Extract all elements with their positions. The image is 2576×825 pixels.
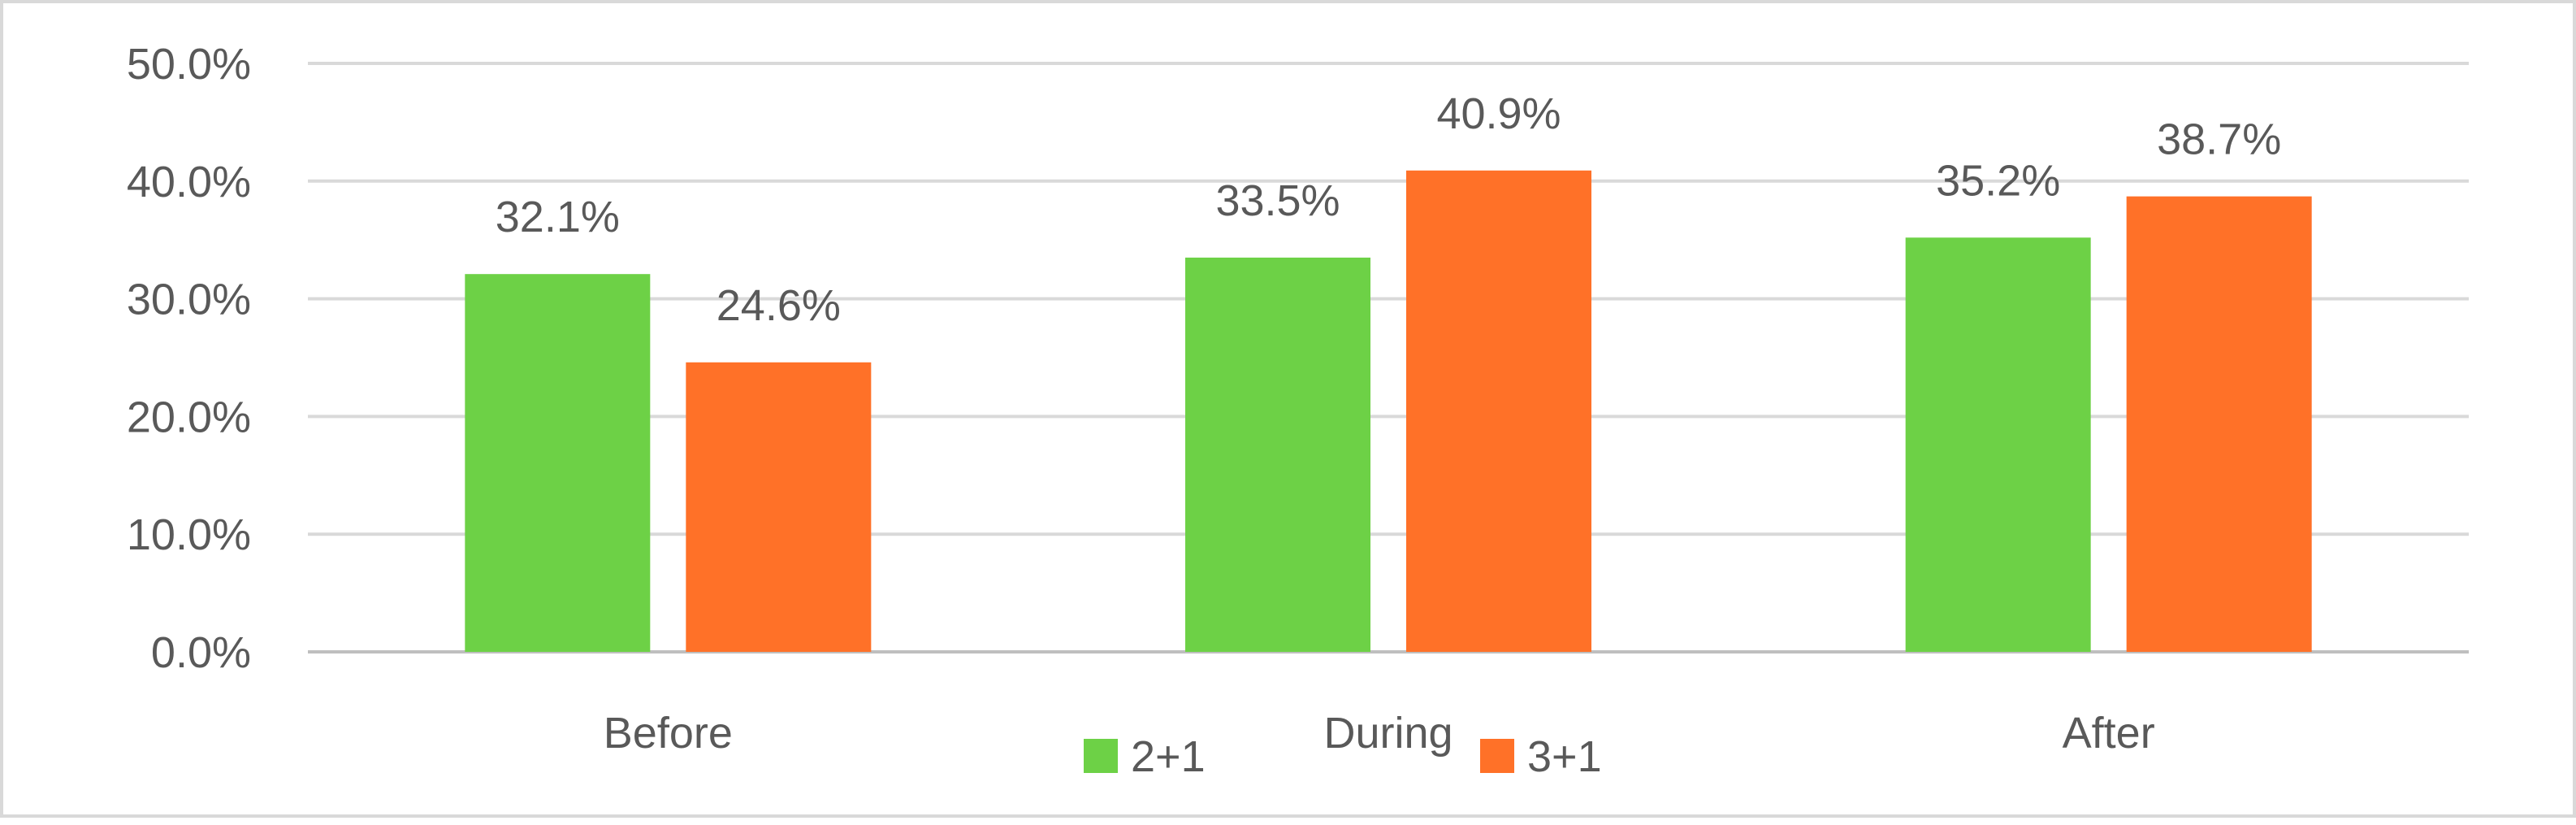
- y-axis-tick-labels: 0.0% 10.0% 20.0% 30.0% 40.0% 50.0%: [127, 40, 251, 677]
- x-tick-label: During: [1323, 709, 1453, 758]
- data-label: 38.7%: [2157, 115, 2281, 164]
- legend: 2+1 3+1: [1084, 732, 1602, 781]
- bar-chart: 0.0% 10.0% 20.0% 30.0% 40.0% 50.0% 32.1% 24.6%…: [127, 40, 2469, 781]
- bar-3plus1-before: [686, 362, 872, 652]
- x-tick-label: Before: [604, 709, 733, 758]
- data-label: 33.5%: [1215, 176, 1340, 225]
- data-label: 35.2%: [1936, 156, 2060, 205]
- data-labels: 32.1% 24.6% 33.5% 40.9% 35.2% 38.7%: [496, 89, 2281, 330]
- gridlines: [308, 62, 2469, 653]
- bar-2plus1-after: [1905, 237, 2091, 652]
- bar-2plus1-before: [465, 274, 651, 652]
- bar-3plus1-during: [1406, 170, 1591, 652]
- y-tick-label: 50.0%: [127, 40, 251, 89]
- legend-label: 2+1: [1131, 732, 1206, 781]
- data-label: 24.6%: [717, 281, 841, 330]
- y-tick-label: 20.0%: [127, 393, 251, 441]
- bars: [465, 170, 2312, 652]
- x-tick-label: After: [2063, 709, 2155, 758]
- bar-3plus1-after: [2126, 196, 2312, 652]
- y-tick-label: 10.0%: [127, 510, 251, 559]
- legend-swatch: [1084, 739, 1118, 773]
- y-tick-label: 40.0%: [127, 158, 251, 206]
- y-tick-label: 30.0%: [127, 276, 251, 324]
- legend-swatch: [1480, 739, 1514, 773]
- legend-label: 3+1: [1527, 732, 1602, 781]
- bar-2plus1-during: [1185, 257, 1370, 652]
- x-axis: Before During After: [604, 709, 2155, 758]
- data-label: 32.1%: [496, 193, 620, 241]
- y-tick-label: 0.0%: [151, 628, 251, 677]
- data-label: 40.9%: [1436, 89, 1561, 138]
